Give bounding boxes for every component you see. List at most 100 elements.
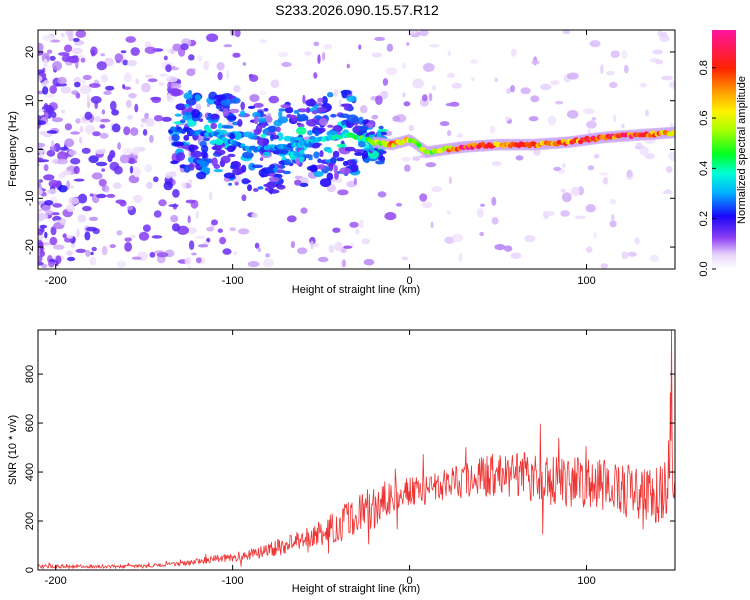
noise-blob [491,161,502,167]
noise-blob [38,42,44,52]
noise-blob [561,192,572,203]
band-blob [186,119,197,127]
noise-blob [38,188,44,196]
band-blob [346,95,357,102]
band-blob [214,149,226,156]
band-blob [342,160,349,167]
band-blob [251,164,264,169]
noise-blob [82,205,92,212]
band-blob [232,167,243,176]
noise-blob [223,44,233,48]
noise-blob [395,202,403,207]
noise-blob [49,236,58,246]
noise-blob [151,97,161,104]
noise-blob [203,60,210,71]
band-blob [275,126,281,133]
noise-blob [241,194,247,202]
noise-blob [186,227,197,235]
band-blob [276,184,286,190]
band-blob [183,92,193,100]
spectrogram-x-ticks: -200 -100 0 100 [45,30,596,287]
noise-blob [38,180,41,187]
band-blob [217,122,223,130]
noise-blob [489,126,496,134]
noise-blob [64,138,75,148]
noise-blob [77,193,88,204]
noise-blob [131,147,140,156]
noise-blob [83,74,92,81]
noise-blob [451,233,464,243]
noise-blob [106,193,116,198]
noise-blob [85,226,98,232]
noise-blob [100,53,106,57]
noise-blob [64,123,72,131]
noise-blob [384,212,397,221]
noise-blob [86,94,91,104]
noise-blob [111,109,119,116]
noise-blob [229,227,236,232]
noise-blob [57,158,68,165]
noise-blob [58,185,68,193]
colorbar: 0.0 0.2 0.4 0.6 0.8 Normalized spectral ampl… [698,30,748,277]
noise-blob [566,109,579,119]
noise-blob [38,246,41,257]
noise-blob [609,81,618,89]
noise-blob [600,263,609,269]
noise-blob [57,76,67,85]
noise-blob [45,107,55,114]
noise-blob [181,182,187,189]
band-blob [327,92,334,98]
noise-blob [125,36,136,43]
noise-blob [447,72,455,79]
band-blob [357,140,366,148]
band-blob [196,171,207,180]
band-blob [268,176,280,182]
noise-blob [95,161,108,167]
noise-blob [332,227,341,233]
noise-blob [206,227,215,232]
noise-blob [66,204,76,213]
band-blob [214,138,224,146]
noise-blob [610,50,620,58]
noise-blob [385,67,398,76]
band-blob [290,136,296,145]
band-blob [253,188,259,192]
noise-blob [621,123,625,129]
noise-blob [587,129,591,135]
noise-blob [304,51,312,56]
noise-blob [138,231,150,241]
band-blob [240,101,245,111]
noise-blob [147,78,158,83]
noise-blob [149,251,156,258]
noise-blob [102,148,106,153]
noise-blob [586,120,597,129]
noise-blob [447,50,452,56]
noise-blob [524,235,536,243]
band-blob [314,129,320,137]
noise-blob [520,87,531,95]
band-blob [213,169,223,173]
noise-blob [334,241,344,252]
band-blob [247,184,252,192]
noise-blob [515,155,524,161]
band-blob [339,167,351,175]
band-blob [354,151,364,156]
noise-blob [312,243,320,247]
noise-blob [163,181,173,191]
noise-blob [333,89,339,97]
noise-blob [127,205,134,211]
band-blob [175,103,187,111]
band-blob [317,158,322,163]
noise-blob [58,52,70,56]
noise-blob [479,231,485,237]
colorbar-tick-label: 0.8 [698,60,710,75]
band-blob [231,97,241,104]
noise-blob [494,244,506,251]
noise-blob [59,218,67,226]
band-blob [336,143,347,148]
noise-blob [67,31,74,42]
noise-blob [186,68,196,77]
colorbar-gradient [712,30,736,269]
band-blob [316,164,326,170]
band-blob [284,106,294,114]
